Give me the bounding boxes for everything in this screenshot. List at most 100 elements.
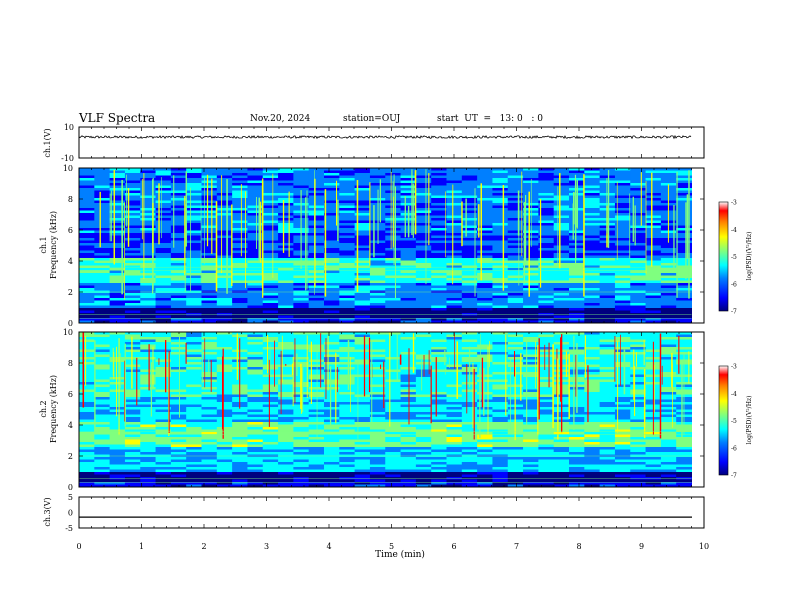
spectrogram-cell xyxy=(660,275,677,279)
spectrogram-cell xyxy=(599,422,616,425)
spectrogram-cell xyxy=(599,283,616,286)
spectrogram-cell xyxy=(216,347,233,350)
spectrogram-cell xyxy=(385,170,402,174)
spectrogram-cell xyxy=(247,258,264,261)
spectrogram-cell xyxy=(155,220,172,224)
spectrogram-cell xyxy=(262,452,279,455)
spectrogram-cell xyxy=(676,444,692,448)
spectrogram-cell xyxy=(461,223,478,226)
spectrogram-cell xyxy=(216,293,233,296)
spectrogram-cell xyxy=(278,203,294,206)
spectrogram-cell xyxy=(354,300,371,304)
spectrogram-cell xyxy=(201,362,218,365)
spectrogram-cell xyxy=(247,270,264,274)
spectrogram-cell xyxy=(216,354,233,358)
spectrogram-cell xyxy=(538,295,555,299)
spectrogram-cell xyxy=(170,337,187,340)
spectrogram-cell xyxy=(645,213,662,216)
spectrogram-cell xyxy=(278,190,294,194)
spectrogram-cell xyxy=(461,233,478,236)
spectrogram-cell xyxy=(538,318,555,321)
spectrogram-cell xyxy=(492,190,509,194)
spectrogram-cell xyxy=(170,352,187,355)
spectrogram-cell xyxy=(431,233,447,236)
spectrogram-cell xyxy=(247,357,264,360)
spectrogram-cell xyxy=(400,402,417,405)
spectrogram-cell xyxy=(553,223,570,226)
spectrogram-cell xyxy=(630,369,647,373)
spectrogram-cell xyxy=(584,200,601,204)
spectrogram-cell xyxy=(538,347,555,350)
spectrogram-cell xyxy=(339,342,356,345)
spectrogram-cell xyxy=(186,228,202,231)
spectrogram-cell xyxy=(278,407,294,410)
spectrogram-cell xyxy=(79,183,95,186)
spectrogram-cell xyxy=(599,427,616,430)
spectrogram-cell xyxy=(400,203,417,206)
spectrogram-cell xyxy=(339,315,356,319)
spectrogram-cell xyxy=(431,332,447,335)
spectrogram-cell xyxy=(431,240,447,244)
spectrogram-cell xyxy=(155,449,172,453)
spectrogram-cell xyxy=(124,278,141,281)
spectrogram-cell xyxy=(614,432,631,435)
spectrogram-cell xyxy=(569,424,585,428)
spectrogram-cell xyxy=(339,354,356,358)
spectrogram-cell xyxy=(676,434,692,438)
spectrogram-cell xyxy=(201,434,218,438)
spectrogram-cell xyxy=(155,444,172,448)
spectrogram-cell xyxy=(477,447,493,450)
spectrogram-cell xyxy=(400,399,417,403)
spectrogram-cell xyxy=(262,367,279,370)
spectrogram-cell xyxy=(477,203,493,206)
spectrogram-cell xyxy=(584,180,601,184)
spectrogram-cell xyxy=(308,183,325,186)
spectrogram-cell xyxy=(553,447,570,450)
spectrogram-cell xyxy=(109,437,126,440)
spectrogram-cell xyxy=(431,379,447,383)
spectrogram-cell xyxy=(155,223,172,226)
spectrogram-cell xyxy=(507,270,524,274)
spectrogram-cell xyxy=(492,225,509,229)
spectrogram-cell xyxy=(324,447,340,450)
spectrogram-cell xyxy=(308,240,325,244)
spectrogram-cell xyxy=(155,417,172,420)
spectrogram-cell xyxy=(369,344,386,348)
spectrogram-cell xyxy=(247,195,264,199)
spectrogram-cell xyxy=(584,243,601,246)
spectrogram-cell xyxy=(262,437,279,440)
spectrogram-cell xyxy=(232,432,248,435)
spectrogram-cell xyxy=(477,404,493,408)
spectrogram-cell xyxy=(477,225,493,229)
spectrogram-cell xyxy=(140,260,157,264)
spectrogram-cell xyxy=(385,402,402,405)
spectrogram-cell xyxy=(523,367,539,370)
spectrogram-cell xyxy=(201,464,218,468)
spectrogram-cell xyxy=(630,243,647,246)
spectrogram-cell xyxy=(170,270,187,274)
spectrogram-cell xyxy=(124,419,141,423)
spectrogram-cell xyxy=(124,190,141,194)
spectrogram-cell xyxy=(79,205,95,209)
spectrogram-cell xyxy=(400,334,417,338)
spectrogram-cell xyxy=(507,173,524,176)
spectrogram-cell xyxy=(614,399,631,403)
spectrogram-cell xyxy=(507,442,524,445)
spectrogram-cell xyxy=(155,215,172,219)
spectrogram-cell xyxy=(140,190,157,194)
spectrogram-cell xyxy=(676,288,692,291)
spectrogram-cell xyxy=(385,258,402,261)
spectrogram-cell xyxy=(109,439,126,443)
spectrogram-cell xyxy=(124,359,141,363)
spectrogram-cell xyxy=(354,359,371,363)
spectrogram-cell xyxy=(553,332,570,335)
spectrogram-cell xyxy=(216,193,233,196)
spectrogram-cell xyxy=(170,228,187,231)
spectrogram-cell xyxy=(201,240,218,244)
spectrogram-cell xyxy=(492,422,509,425)
spectrogram-cell xyxy=(538,280,555,284)
spectrogram-cell xyxy=(660,298,677,301)
spectrogram-cell xyxy=(614,459,631,463)
spectrogram-cell xyxy=(614,337,631,340)
spectrogram-cell xyxy=(599,305,616,309)
